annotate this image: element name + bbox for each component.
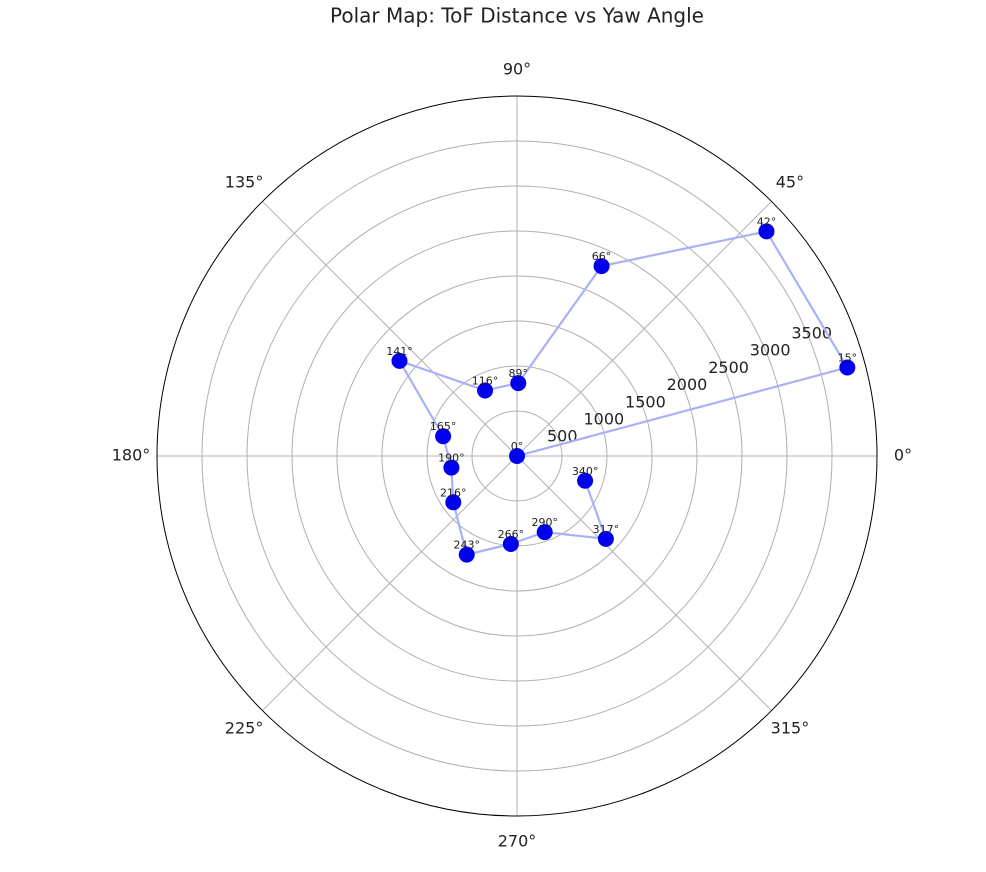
r-tick-label: 2000 [667, 375, 708, 394]
point [435, 428, 452, 445]
point [758, 223, 775, 240]
grid-spoke [516, 455, 772, 711]
angle-tick-label: 90° [503, 60, 531, 79]
point-label: 317° [593, 523, 620, 536]
point-label: 190° [438, 452, 465, 465]
point [593, 258, 610, 275]
angle-tick-label: 225° [225, 718, 264, 737]
point-label: 290° [531, 516, 558, 529]
angle-tick-label: 135° [225, 173, 264, 192]
point [839, 359, 856, 376]
point [502, 535, 519, 552]
point [577, 472, 594, 489]
r-tick-label: 1000 [583, 410, 624, 429]
point-label: 165° [430, 420, 457, 433]
point [391, 352, 408, 369]
point [443, 459, 460, 476]
angle-tick-label: 180° [112, 446, 151, 465]
point-label: 0° [511, 440, 524, 453]
angle-tick-label: 45° [776, 173, 804, 192]
point-label: 42° [757, 215, 777, 228]
grid-spoke [262, 201, 518, 457]
grid-spoke [516, 201, 772, 457]
point-label: 216° [440, 486, 467, 499]
point-label: 243° [453, 539, 480, 552]
chart-title: Polar Map: ToF Distance vs Yaw Angle [330, 4, 704, 28]
point [509, 448, 525, 464]
r-tick-label: 3000 [750, 341, 791, 360]
angle-tick-label: 315° [771, 718, 810, 737]
angle-tick-label: 0° [894, 446, 912, 465]
r-tick-label: 1500 [625, 392, 666, 411]
point [510, 375, 527, 392]
grid-spoke [262, 455, 518, 711]
r-tick-label: 2500 [708, 358, 749, 377]
point-label: 15° [838, 351, 858, 364]
point-label: 89° [509, 367, 529, 380]
point [458, 546, 475, 563]
point-label: 266° [498, 528, 525, 541]
point [477, 382, 494, 399]
angle-tick-label: 270° [498, 832, 537, 851]
r-tick-label: 3500 [791, 323, 832, 342]
point-label: 116° [472, 374, 499, 387]
point [597, 530, 614, 547]
point-label: 66° [592, 250, 612, 263]
point-label: 141° [386, 345, 413, 358]
point [445, 494, 462, 511]
polar-frame [156, 95, 878, 817]
point-label: 340° [572, 465, 599, 478]
point [536, 524, 553, 541]
